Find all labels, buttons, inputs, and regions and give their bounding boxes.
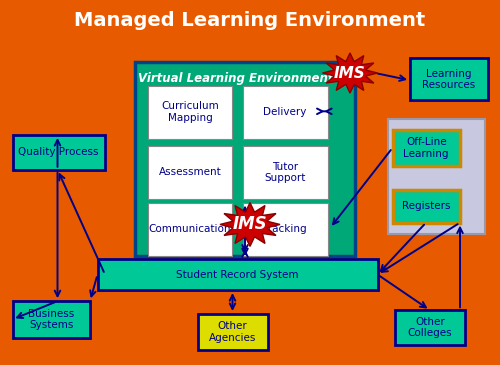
Text: Learning
Resources: Learning Resources bbox=[422, 69, 476, 90]
FancyBboxPatch shape bbox=[410, 58, 488, 100]
FancyBboxPatch shape bbox=[388, 119, 485, 234]
Polygon shape bbox=[322, 53, 378, 93]
Text: Business
Systems: Business Systems bbox=[28, 308, 74, 330]
FancyBboxPatch shape bbox=[395, 310, 465, 345]
Text: IMS: IMS bbox=[232, 215, 268, 234]
FancyBboxPatch shape bbox=[12, 135, 105, 170]
Text: Managed Learning Environment: Managed Learning Environment bbox=[74, 11, 426, 30]
Text: Curriculum
Mapping: Curriculum Mapping bbox=[161, 101, 219, 123]
Text: Assessment: Assessment bbox=[158, 168, 222, 177]
Text: Quality Process: Quality Process bbox=[18, 147, 99, 157]
Polygon shape bbox=[220, 203, 280, 246]
FancyBboxPatch shape bbox=[148, 203, 232, 256]
Text: Student Record System: Student Record System bbox=[176, 270, 299, 280]
FancyBboxPatch shape bbox=[198, 314, 268, 350]
Text: Off-Line
Learning: Off-Line Learning bbox=[404, 137, 449, 159]
FancyBboxPatch shape bbox=[242, 86, 328, 139]
FancyBboxPatch shape bbox=[12, 301, 90, 338]
FancyBboxPatch shape bbox=[148, 86, 232, 139]
FancyBboxPatch shape bbox=[98, 259, 378, 290]
Text: IMS: IMS bbox=[334, 65, 366, 81]
Text: Delivery: Delivery bbox=[264, 107, 306, 117]
FancyBboxPatch shape bbox=[392, 190, 460, 223]
Text: Other
Agencies: Other Agencies bbox=[209, 321, 256, 343]
Text: Communication: Communication bbox=[149, 224, 231, 234]
Text: Tutor
Support: Tutor Support bbox=[264, 162, 306, 183]
FancyBboxPatch shape bbox=[148, 146, 232, 199]
Text: Other
Colleges: Other Colleges bbox=[408, 317, 453, 338]
Text: Tracking: Tracking bbox=[263, 224, 307, 234]
FancyBboxPatch shape bbox=[242, 146, 328, 199]
Text: Registers: Registers bbox=[402, 201, 450, 211]
FancyBboxPatch shape bbox=[135, 62, 355, 255]
Text: Virtual Learning Environment: Virtual Learning Environment bbox=[138, 72, 333, 85]
FancyBboxPatch shape bbox=[242, 203, 328, 256]
FancyBboxPatch shape bbox=[392, 130, 460, 166]
